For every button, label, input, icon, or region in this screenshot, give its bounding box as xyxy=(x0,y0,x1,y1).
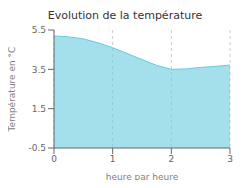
svg-text:1.5: 1.5 xyxy=(32,104,46,114)
svg-text:5.5: 5.5 xyxy=(32,25,46,35)
svg-text:3.5: 3.5 xyxy=(32,65,46,75)
svg-text:-0.5: -0.5 xyxy=(28,143,46,153)
svg-text:2: 2 xyxy=(168,154,174,164)
svg-text:Température en °C: Température en °C xyxy=(8,47,17,133)
svg-text:1: 1 xyxy=(110,154,116,164)
svg-text:heure par heure: heure par heure xyxy=(106,172,179,180)
svg-text:3: 3 xyxy=(227,154,233,164)
svg-text:0: 0 xyxy=(51,154,57,164)
html-text:Evolution de la température: Evolution de la température xyxy=(47,9,203,22)
